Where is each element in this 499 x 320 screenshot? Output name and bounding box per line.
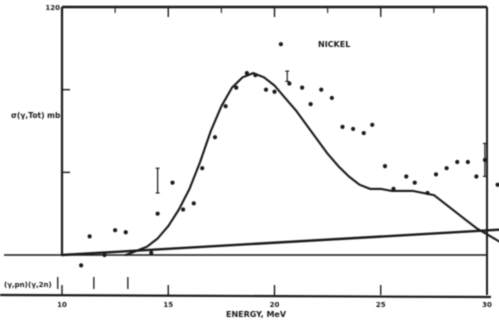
data-point xyxy=(234,85,239,90)
background-line xyxy=(60,228,499,257)
data-point xyxy=(329,95,334,101)
data-point xyxy=(212,135,218,140)
data-point xyxy=(123,230,128,235)
data-point xyxy=(155,211,160,216)
fit-curve xyxy=(124,72,499,257)
data-point xyxy=(404,174,409,179)
data-point xyxy=(351,126,356,132)
data-point xyxy=(200,166,205,171)
data-point xyxy=(253,73,258,78)
x-tick-label-10: 10 xyxy=(57,301,67,309)
data-point xyxy=(191,201,196,206)
data-point xyxy=(455,159,460,165)
data-point xyxy=(300,85,305,90)
data-point xyxy=(113,228,118,233)
data-point xyxy=(433,172,439,177)
x-tick-label-15: 15 xyxy=(163,301,173,309)
data-point xyxy=(170,180,175,185)
data-point xyxy=(370,122,375,127)
data-point xyxy=(425,190,430,196)
data-point xyxy=(308,102,313,107)
data-point xyxy=(382,164,388,169)
data-point xyxy=(272,89,277,94)
threshold-label-2n: (γ,2n) xyxy=(28,281,52,289)
data-point xyxy=(495,182,499,187)
data-point xyxy=(287,81,292,86)
chart-title: NICKEL xyxy=(318,40,350,49)
data-point xyxy=(87,234,92,239)
data-point xyxy=(244,71,249,76)
data-point xyxy=(391,186,396,191)
data-point xyxy=(223,104,228,109)
y-axis-label: σ(γ,Tot) mb xyxy=(11,111,61,120)
x-axis-label: ENERGY, MeV xyxy=(226,310,287,319)
data-point xyxy=(263,87,269,92)
data-point xyxy=(444,166,449,171)
x-tick-label-25: 25 xyxy=(376,301,386,309)
data-point xyxy=(149,250,154,256)
data-point xyxy=(102,252,107,258)
data-point xyxy=(361,130,366,136)
data-point xyxy=(181,207,186,212)
x-tick-label-30: 30 xyxy=(482,301,492,309)
y-tick-label-120: 120 xyxy=(45,4,60,12)
x-tick-label-20: 20 xyxy=(270,301,280,309)
data-point xyxy=(465,159,470,165)
data-point xyxy=(278,42,283,47)
data-point xyxy=(340,124,345,129)
threshold-label-pn: (γ,pn) xyxy=(4,281,28,289)
data-point xyxy=(412,180,417,185)
data-point xyxy=(79,263,84,268)
data-point xyxy=(319,87,324,92)
data-point xyxy=(474,174,479,179)
x-axis-line xyxy=(0,293,492,299)
